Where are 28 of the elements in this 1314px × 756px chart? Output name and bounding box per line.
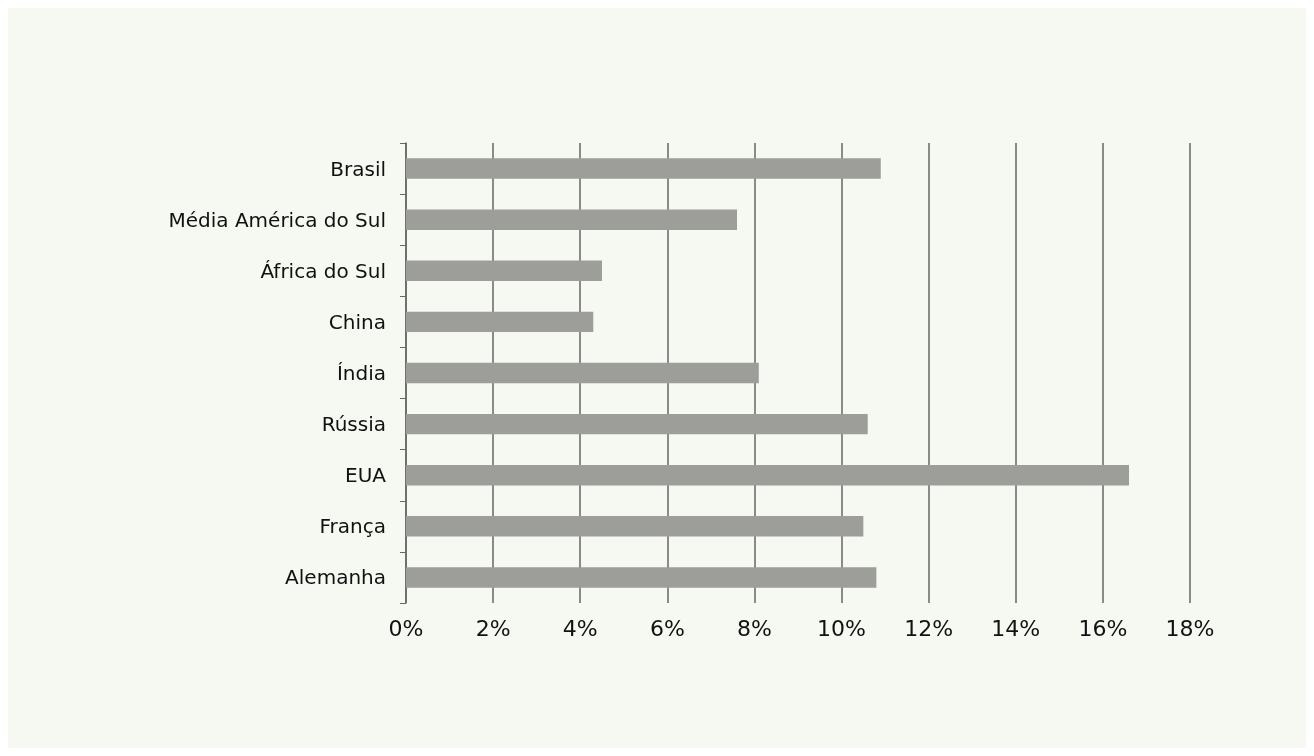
y-tick-label: EUA xyxy=(345,463,387,488)
y-tick-label: Índia xyxy=(336,361,386,385)
x-tick-label: 2% xyxy=(475,615,511,641)
y-tick-label: África do Sul xyxy=(260,258,386,283)
y-tick-label: Média América do Sul xyxy=(168,207,386,232)
bar xyxy=(406,260,602,281)
x-tick-label: 18% xyxy=(1165,615,1215,641)
bar xyxy=(406,567,877,588)
x-tick-label: 8% xyxy=(736,615,772,641)
bar xyxy=(406,362,759,384)
y-tick-label: China xyxy=(328,309,386,334)
x-tick-label: 12% xyxy=(904,615,954,641)
x-tick-label: 0% xyxy=(388,615,424,641)
x-tick-label: 6% xyxy=(649,615,685,641)
bar xyxy=(406,158,881,179)
x-tick-label: 4% xyxy=(562,615,598,641)
x-tick-label: 10% xyxy=(817,615,867,641)
bar xyxy=(406,209,738,230)
y-tick-label: Brasil xyxy=(330,156,386,181)
y-tick-label: Rússia xyxy=(321,412,386,437)
bar xyxy=(406,413,868,435)
bar xyxy=(406,465,1130,486)
bar xyxy=(406,516,864,537)
bar xyxy=(406,311,594,333)
x-tick-label: 16% xyxy=(1078,615,1128,641)
y-tick-label: Alemanha xyxy=(285,565,386,590)
x-tick-label: 14% xyxy=(991,615,1041,641)
y-tick-label: França xyxy=(319,514,386,539)
